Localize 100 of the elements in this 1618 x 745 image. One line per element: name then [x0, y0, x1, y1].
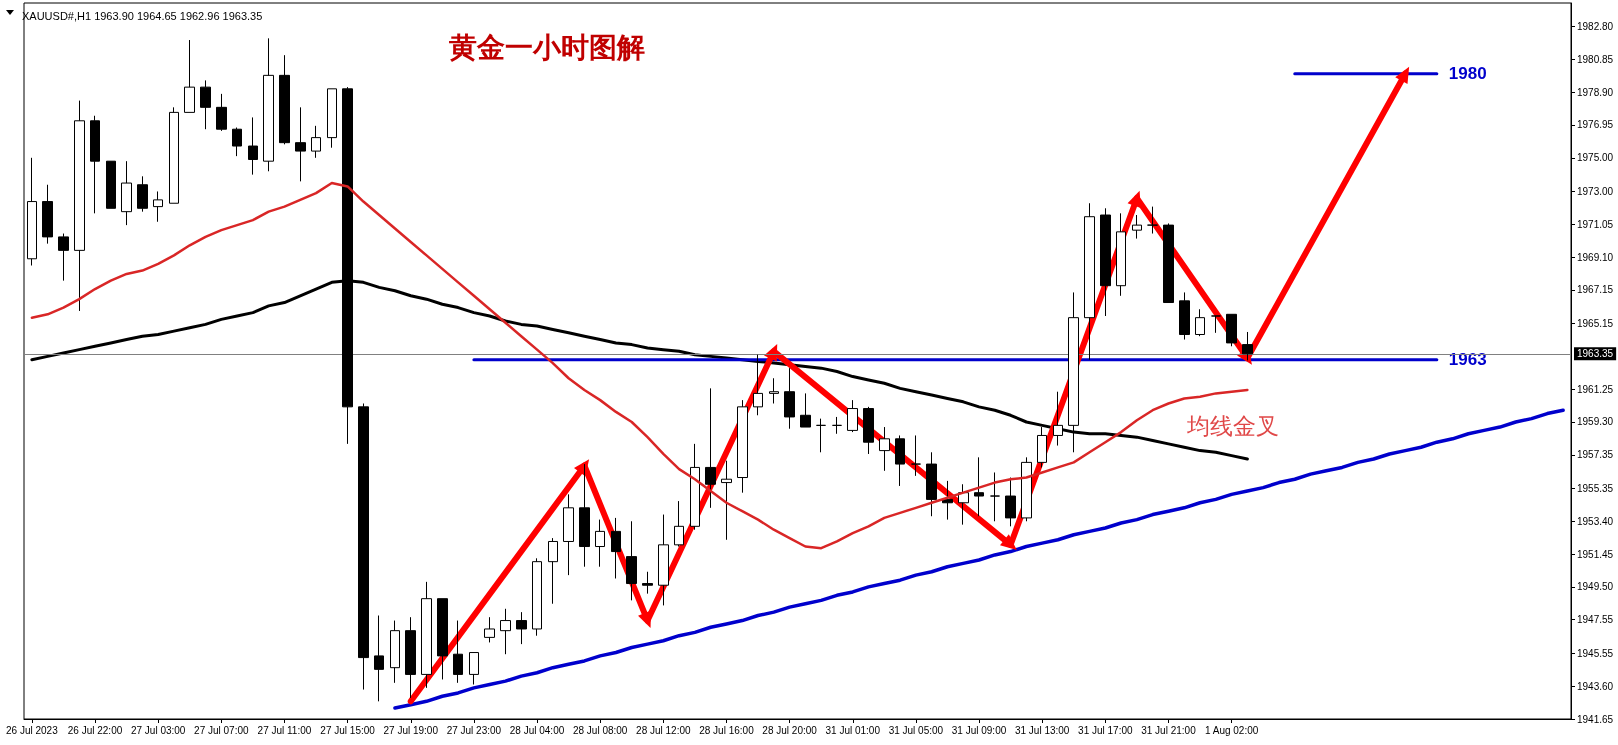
y-tick-label: 1973.00	[1577, 185, 1614, 197]
x-tick-label: 27 Jul 19:00	[383, 724, 439, 736]
candlestick	[137, 175, 148, 213]
candlestick	[911, 434, 921, 477]
x-tick-label: 28 Jul 20:00	[762, 724, 818, 736]
point	[1127, 190, 1141, 209]
candlestick	[484, 616, 495, 643]
y-tick-label: 1961.25	[1577, 383, 1614, 395]
line-series	[393, 408, 1565, 710]
y-tick-label: 1982.80	[1577, 21, 1614, 33]
candlestick	[990, 471, 1000, 522]
y-tick-label: 1967.15	[1577, 284, 1614, 296]
y-tick-label: 1975.00	[1577, 152, 1614, 164]
annotation: 均线金叉	[1186, 412, 1279, 439]
candlestick	[784, 367, 795, 430]
y-tick-label: 1951.45	[1577, 548, 1614, 560]
candlestick	[374, 615, 384, 702]
y-tick-label: 1945.55	[1577, 647, 1614, 659]
x-tick-label: 26 Jul 2023	[6, 724, 59, 736]
candlestick	[90, 115, 100, 214]
x-tick-label: 28 Jul 12:00	[636, 724, 691, 736]
candlestick	[200, 79, 211, 130]
candlestick	[847, 399, 858, 433]
candlestick	[800, 392, 811, 428]
candlestick	[753, 354, 763, 416]
candlestick	[516, 611, 527, 645]
point	[1395, 66, 1410, 85]
candlestick	[27, 157, 37, 267]
y-tick-label: 1978.90	[1577, 86, 1614, 98]
x-tick-label: 27 Jul 23:00	[446, 724, 502, 736]
candlestick	[263, 37, 274, 172]
candlestick	[327, 88, 337, 149]
series-label: 1980	[1448, 64, 1487, 84]
x-tick-label: 27 Jul 07:00	[194, 724, 249, 736]
candlestick	[106, 160, 116, 209]
candlestick	[421, 581, 432, 689]
candlestick	[437, 598, 448, 680]
ref-line-label: 1963.35	[1577, 348, 1614, 360]
x-tick-label: 27 Jul 11:00	[257, 724, 312, 736]
x-tick-label: 1 Aug 02:00	[1204, 724, 1259, 736]
candlestick	[1100, 207, 1111, 317]
y-tick-label: 1980.85	[1577, 53, 1614, 65]
y-tick-label: 1957.35	[1577, 449, 1614, 461]
candlestick	[705, 387, 716, 509]
candlestick	[563, 493, 574, 576]
x-tick-label: 31 Jul 05:00	[888, 724, 944, 736]
y-tick-label: 1947.55	[1577, 614, 1614, 626]
candlestick	[390, 620, 400, 684]
candlestick	[958, 483, 969, 526]
y-tick-label: 1976.95	[1577, 119, 1614, 131]
text: 黄金一小时图解	[448, 30, 645, 64]
y-tick-label: 1959.30	[1577, 416, 1614, 428]
point	[764, 344, 778, 362]
x-tick-label: 26 Jul 22:00	[67, 724, 123, 736]
candlestick	[184, 39, 195, 113]
candlestick	[1242, 331, 1253, 361]
y-tick-label: 1949.50	[1577, 581, 1614, 593]
x-tick-label: 27 Jul 15:00	[320, 724, 376, 736]
candlestick	[1147, 206, 1158, 235]
x-tick-label: 28 Jul 08:00	[572, 724, 628, 736]
candlestick	[974, 456, 984, 517]
candlestick	[1179, 291, 1190, 341]
candlestick	[311, 125, 321, 159]
candlestick	[216, 93, 227, 132]
candlestick	[690, 443, 700, 531]
candlestick	[1195, 308, 1205, 337]
candlestick	[942, 480, 953, 521]
candlestick	[232, 127, 242, 157]
candlestick	[121, 160, 132, 226]
candlestick	[469, 652, 479, 685]
candlestick	[1226, 313, 1237, 347]
candlestick	[405, 616, 416, 699]
candlestick	[611, 517, 621, 579]
candlestick	[579, 463, 590, 568]
candlestick	[1068, 291, 1079, 453]
candlestick	[1021, 456, 1032, 522]
candlestick	[769, 377, 779, 404]
x-tick-label: 31 Jul 21:00	[1141, 724, 1197, 736]
candlestick	[816, 418, 826, 453]
candlestick	[358, 402, 369, 691]
candlestick	[895, 434, 905, 487]
y-tick-label: 1953.40	[1577, 515, 1614, 527]
y-tick-label: 1965.15	[1577, 318, 1614, 330]
y-tick-label: 1971.05	[1577, 218, 1614, 230]
candlestick	[74, 100, 85, 312]
candlestick	[295, 106, 306, 182]
candlestick	[153, 190, 163, 223]
candlestick	[832, 416, 842, 435]
x-tick-label: 31 Jul 09:00	[951, 724, 1007, 736]
candlestick	[548, 537, 558, 605]
x-tick-label: 27 Jul 03:00	[130, 724, 186, 736]
candlestick	[1053, 391, 1063, 447]
candlestick	[169, 106, 179, 204]
candlestick	[1116, 212, 1126, 297]
candlestick	[1005, 477, 1016, 527]
y-tick-label: 1943.60	[1577, 680, 1614, 692]
candlestick	[595, 519, 605, 568]
y-tick-label: 1969.10	[1577, 251, 1614, 263]
candlestick	[279, 54, 290, 145]
candlestick	[626, 520, 637, 601]
